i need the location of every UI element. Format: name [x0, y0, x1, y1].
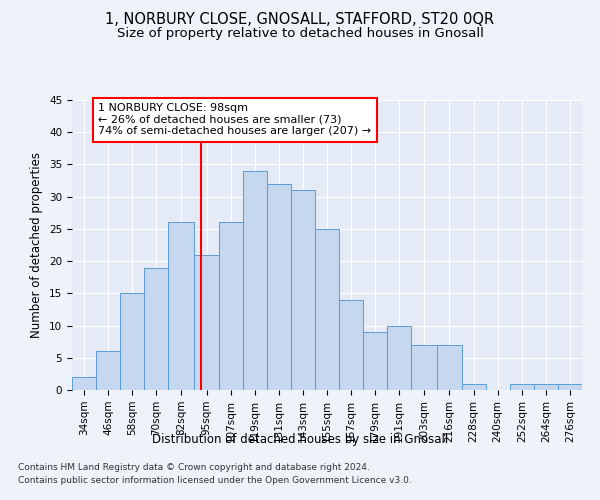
Bar	[72, 377, 96, 390]
Text: Size of property relative to detached houses in Gnosall: Size of property relative to detached ho…	[116, 28, 484, 40]
Bar	[461, 384, 485, 390]
Bar	[169, 222, 194, 390]
Bar	[339, 300, 363, 390]
Text: Distribution of detached houses by size in Gnosall: Distribution of detached houses by size …	[152, 432, 448, 446]
Text: Contains public sector information licensed under the Open Government Licence v3: Contains public sector information licen…	[18, 476, 412, 485]
Bar	[387, 326, 412, 390]
Text: 1, NORBURY CLOSE, GNOSALL, STAFFORD, ST20 0QR: 1, NORBURY CLOSE, GNOSALL, STAFFORD, ST2…	[106, 12, 494, 28]
Text: Contains HM Land Registry data © Crown copyright and database right 2024.: Contains HM Land Registry data © Crown c…	[18, 464, 370, 472]
Text: 1 NORBURY CLOSE: 98sqm
← 26% of detached houses are smaller (73)
74% of semi-det: 1 NORBURY CLOSE: 98sqm ← 26% of detached…	[98, 103, 371, 136]
Bar	[558, 384, 582, 390]
Bar	[267, 184, 291, 390]
Bar	[315, 229, 339, 390]
Bar	[437, 345, 461, 390]
Bar	[291, 190, 315, 390]
Bar	[242, 171, 267, 390]
Y-axis label: Number of detached properties: Number of detached properties	[31, 152, 43, 338]
Bar	[363, 332, 387, 390]
Bar	[534, 384, 558, 390]
Bar	[510, 384, 534, 390]
Bar	[194, 254, 218, 390]
Bar	[218, 222, 242, 390]
Bar	[96, 352, 120, 390]
Bar	[144, 268, 169, 390]
Bar	[412, 345, 437, 390]
Bar	[120, 294, 144, 390]
